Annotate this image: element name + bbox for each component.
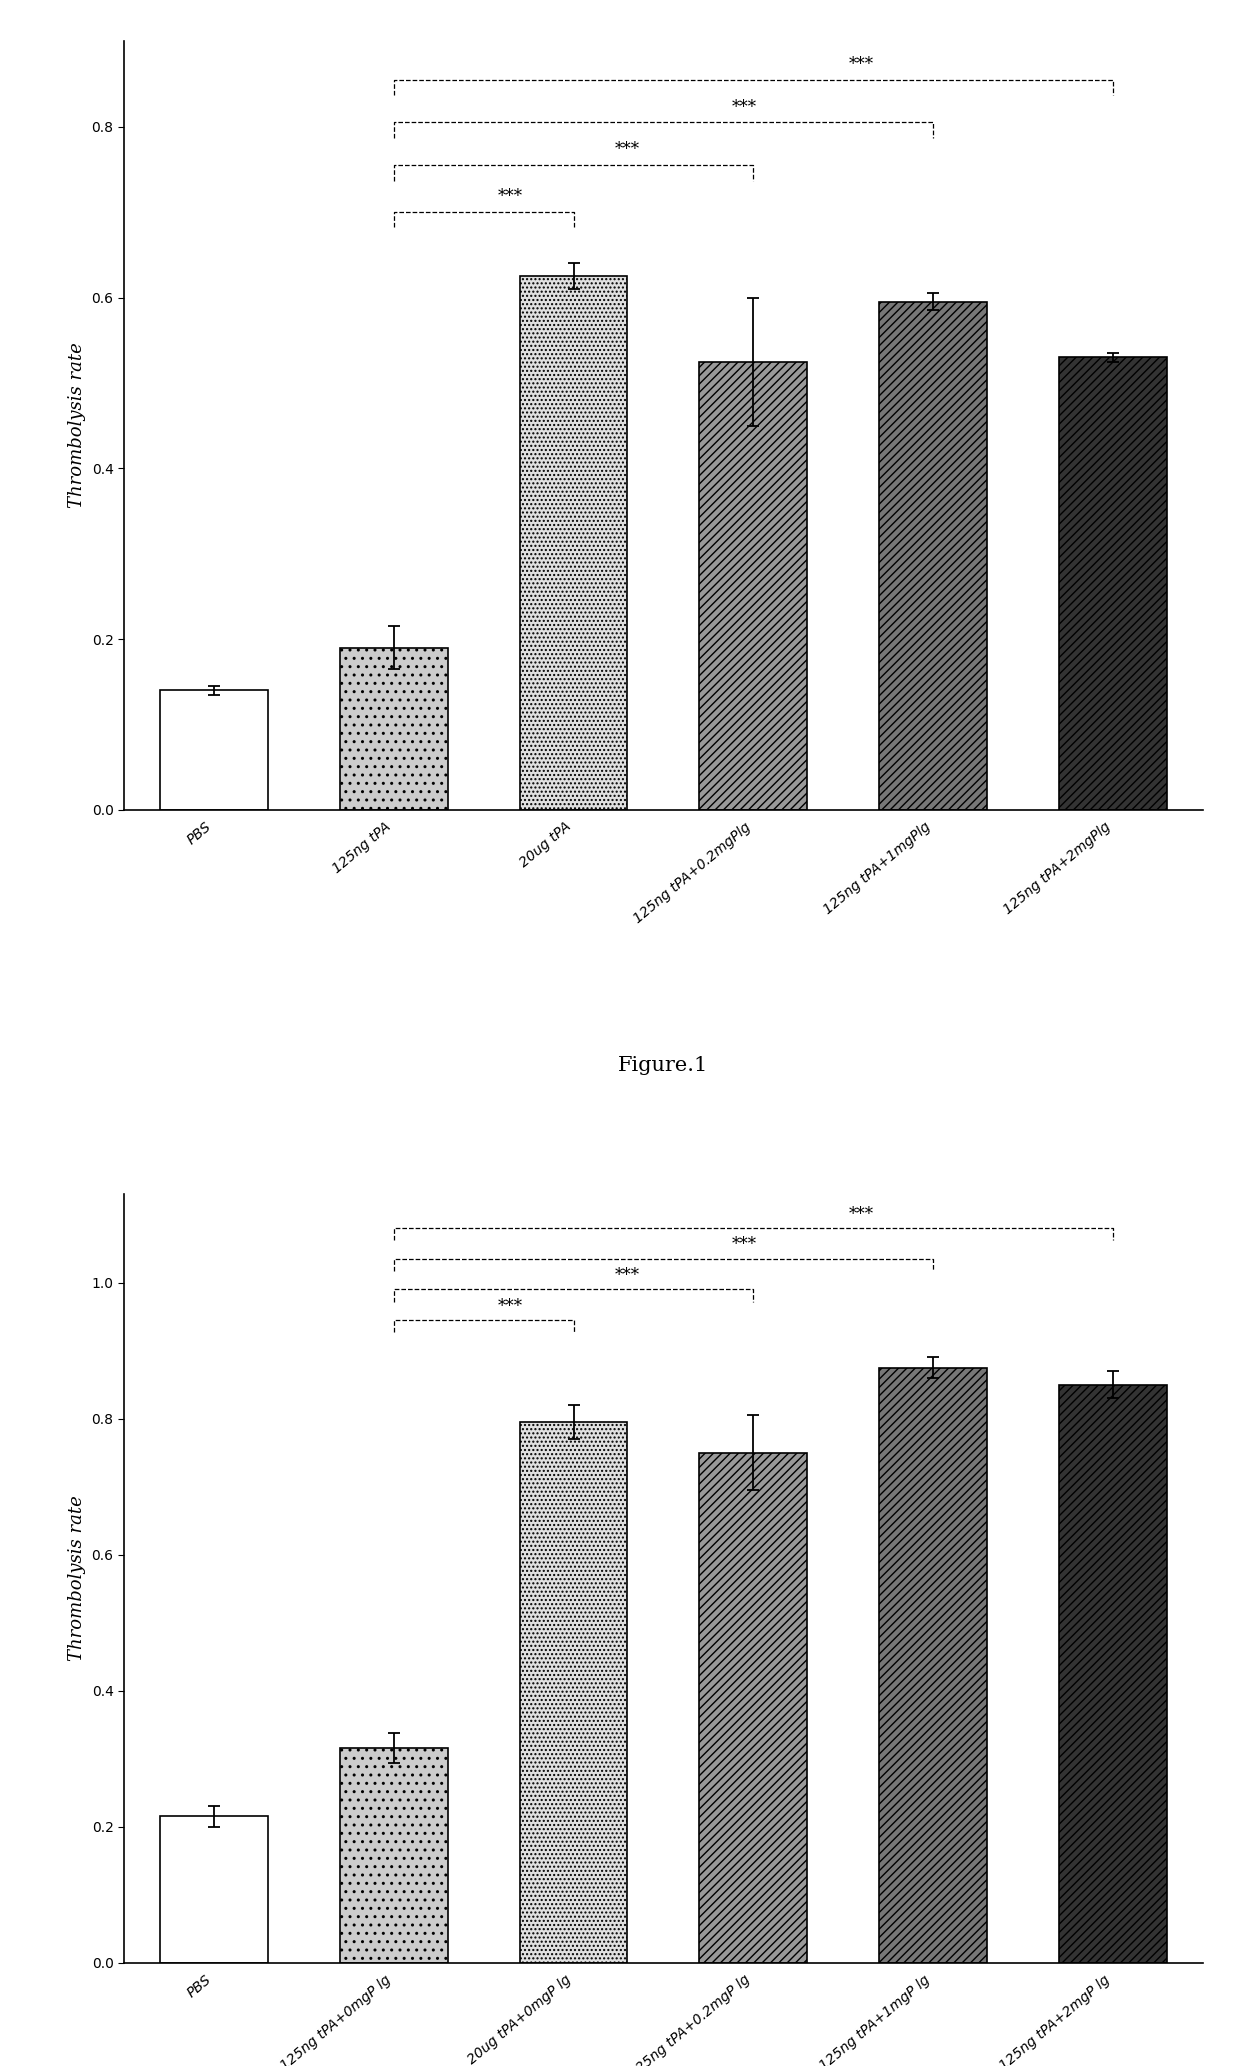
Text: ***: *** bbox=[498, 188, 523, 205]
Bar bbox=[160, 690, 268, 810]
Bar bbox=[520, 277, 627, 810]
Bar bbox=[879, 1368, 987, 1963]
Text: ***: *** bbox=[615, 140, 640, 159]
Text: ***: *** bbox=[498, 1297, 523, 1314]
Bar bbox=[1059, 1384, 1167, 1963]
Bar bbox=[340, 1748, 448, 1963]
Bar bbox=[340, 647, 448, 810]
Text: ***: *** bbox=[848, 1207, 874, 1223]
Text: ***: *** bbox=[732, 99, 756, 116]
Text: Figure.1: Figure.1 bbox=[619, 1056, 708, 1074]
Y-axis label: Thrombolysis rate: Thrombolysis rate bbox=[68, 1496, 86, 1661]
Bar bbox=[699, 362, 807, 810]
Y-axis label: Thrombolysis rate: Thrombolysis rate bbox=[68, 343, 86, 508]
Bar bbox=[520, 1421, 627, 1963]
Bar bbox=[699, 1452, 807, 1963]
Text: ***: *** bbox=[848, 56, 874, 72]
Bar bbox=[1059, 357, 1167, 810]
Text: ***: *** bbox=[732, 1235, 756, 1254]
Bar bbox=[879, 302, 987, 810]
Bar bbox=[160, 1816, 268, 1963]
Text: ***: *** bbox=[615, 1266, 640, 1283]
